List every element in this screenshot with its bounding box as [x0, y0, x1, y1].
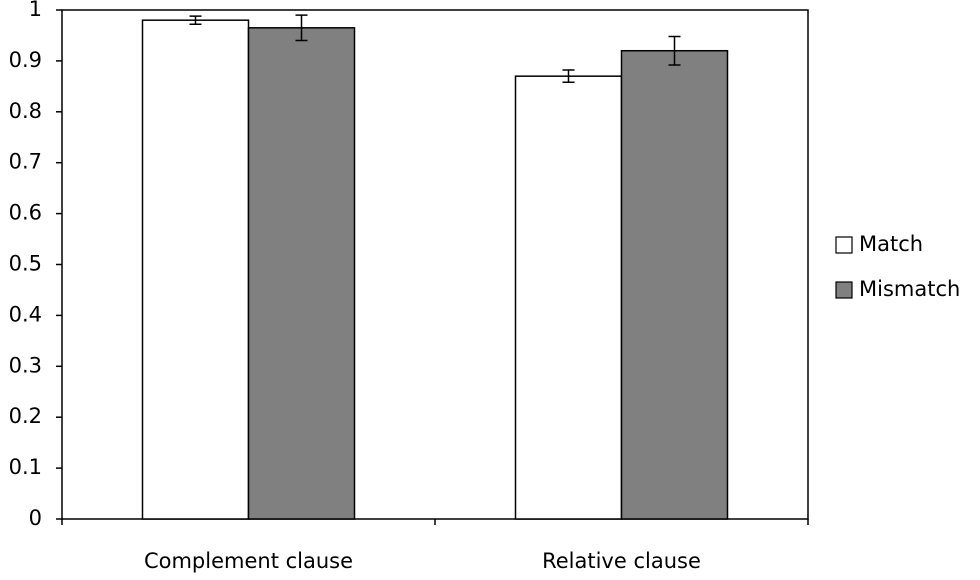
y-tick-label: 0	[29, 506, 42, 530]
y-tick-label: 0.1	[9, 455, 42, 479]
y-tick-label: 0.5	[9, 252, 42, 276]
y-tick-label: 0.7	[9, 150, 42, 174]
legend-swatch	[835, 281, 853, 299]
y-tick-label: 0.2	[9, 404, 42, 428]
y-tick-label: 0.3	[9, 353, 42, 377]
bar	[514, 75, 623, 520]
bar	[247, 27, 356, 520]
y-tick-label: 1	[29, 0, 42, 21]
error-bar	[562, 69, 575, 84]
y-tick-label: 0.6	[9, 201, 42, 225]
bar	[620, 49, 729, 520]
legend-swatch	[835, 236, 853, 254]
error-bar	[295, 14, 308, 42]
error-bar	[189, 15, 202, 26]
y-tick-label: 0.8	[9, 99, 42, 123]
error-bar	[668, 35, 681, 66]
x-tick-label: Relative clause	[542, 549, 701, 573]
y-tick-label: 0.9	[9, 48, 42, 72]
legend-label: Match	[859, 232, 923, 256]
bar	[141, 19, 250, 520]
y-tick-label: 0.4	[9, 302, 42, 326]
legend-label: Mismatch	[859, 277, 960, 301]
x-tick-label: Complement clause	[144, 549, 353, 573]
